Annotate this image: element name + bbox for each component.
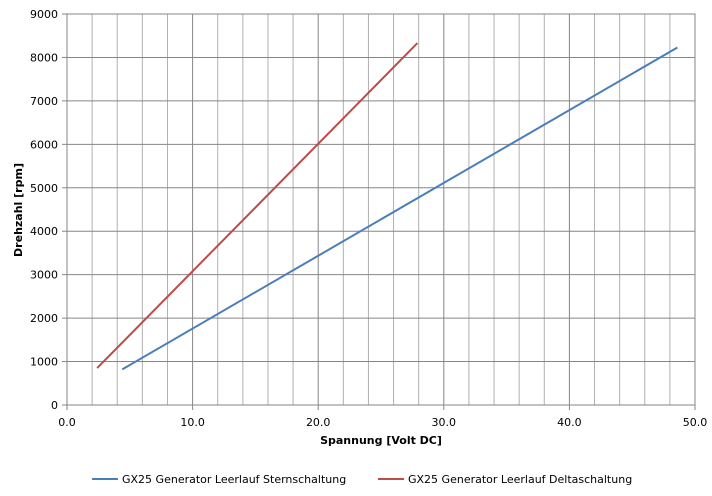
x-axis-label: Spannung [Volt DC]: [320, 434, 442, 447]
x-tick-label: 40.0: [557, 416, 582, 429]
grid: [66, 13, 696, 406]
y-tick-label: 0: [51, 399, 58, 412]
legend-label: GX25 Generator Leerlauf Sternschaltung: [122, 473, 346, 486]
y-tick-label: 3000: [30, 269, 58, 282]
y-tick-label: 1000: [30, 356, 58, 369]
y-tick-label: 2000: [30, 312, 58, 325]
series-line: [96, 42, 419, 369]
y-tick-label: 6000: [30, 138, 58, 151]
y-tick-label: 5000: [30, 182, 58, 195]
x-tick-label: 0.0: [58, 416, 76, 429]
y-tick-label: 9000: [30, 8, 58, 21]
legend-label: GX25 Generator Leerlauf Deltaschaltung: [408, 473, 632, 486]
y-tick-label: 8000: [30, 51, 58, 64]
series-lines: [96, 42, 678, 371]
x-tick-label: 30.0: [432, 416, 457, 429]
y-tick-label: 7000: [30, 95, 58, 108]
x-tick-label: 50.0: [683, 416, 708, 429]
x-tick-label: 10.0: [180, 416, 205, 429]
plot-area-border: [66, 13, 696, 406]
series-line: [121, 46, 678, 371]
legend: GX25 Generator Leerlauf Sternschaltung GX…: [92, 473, 632, 486]
x-axis: 0.0 10.0 20.0 30.0 40.0 50.0: [58, 405, 707, 429]
x-tick-label: 20.0: [306, 416, 331, 429]
y-axis-label: Drehzahl [rpm]: [12, 163, 25, 257]
y-tick-label: 4000: [30, 225, 58, 238]
y-axis: 0 1000 2000 3000 4000 5000 6000 7000 8000 9000: [30, 8, 67, 412]
